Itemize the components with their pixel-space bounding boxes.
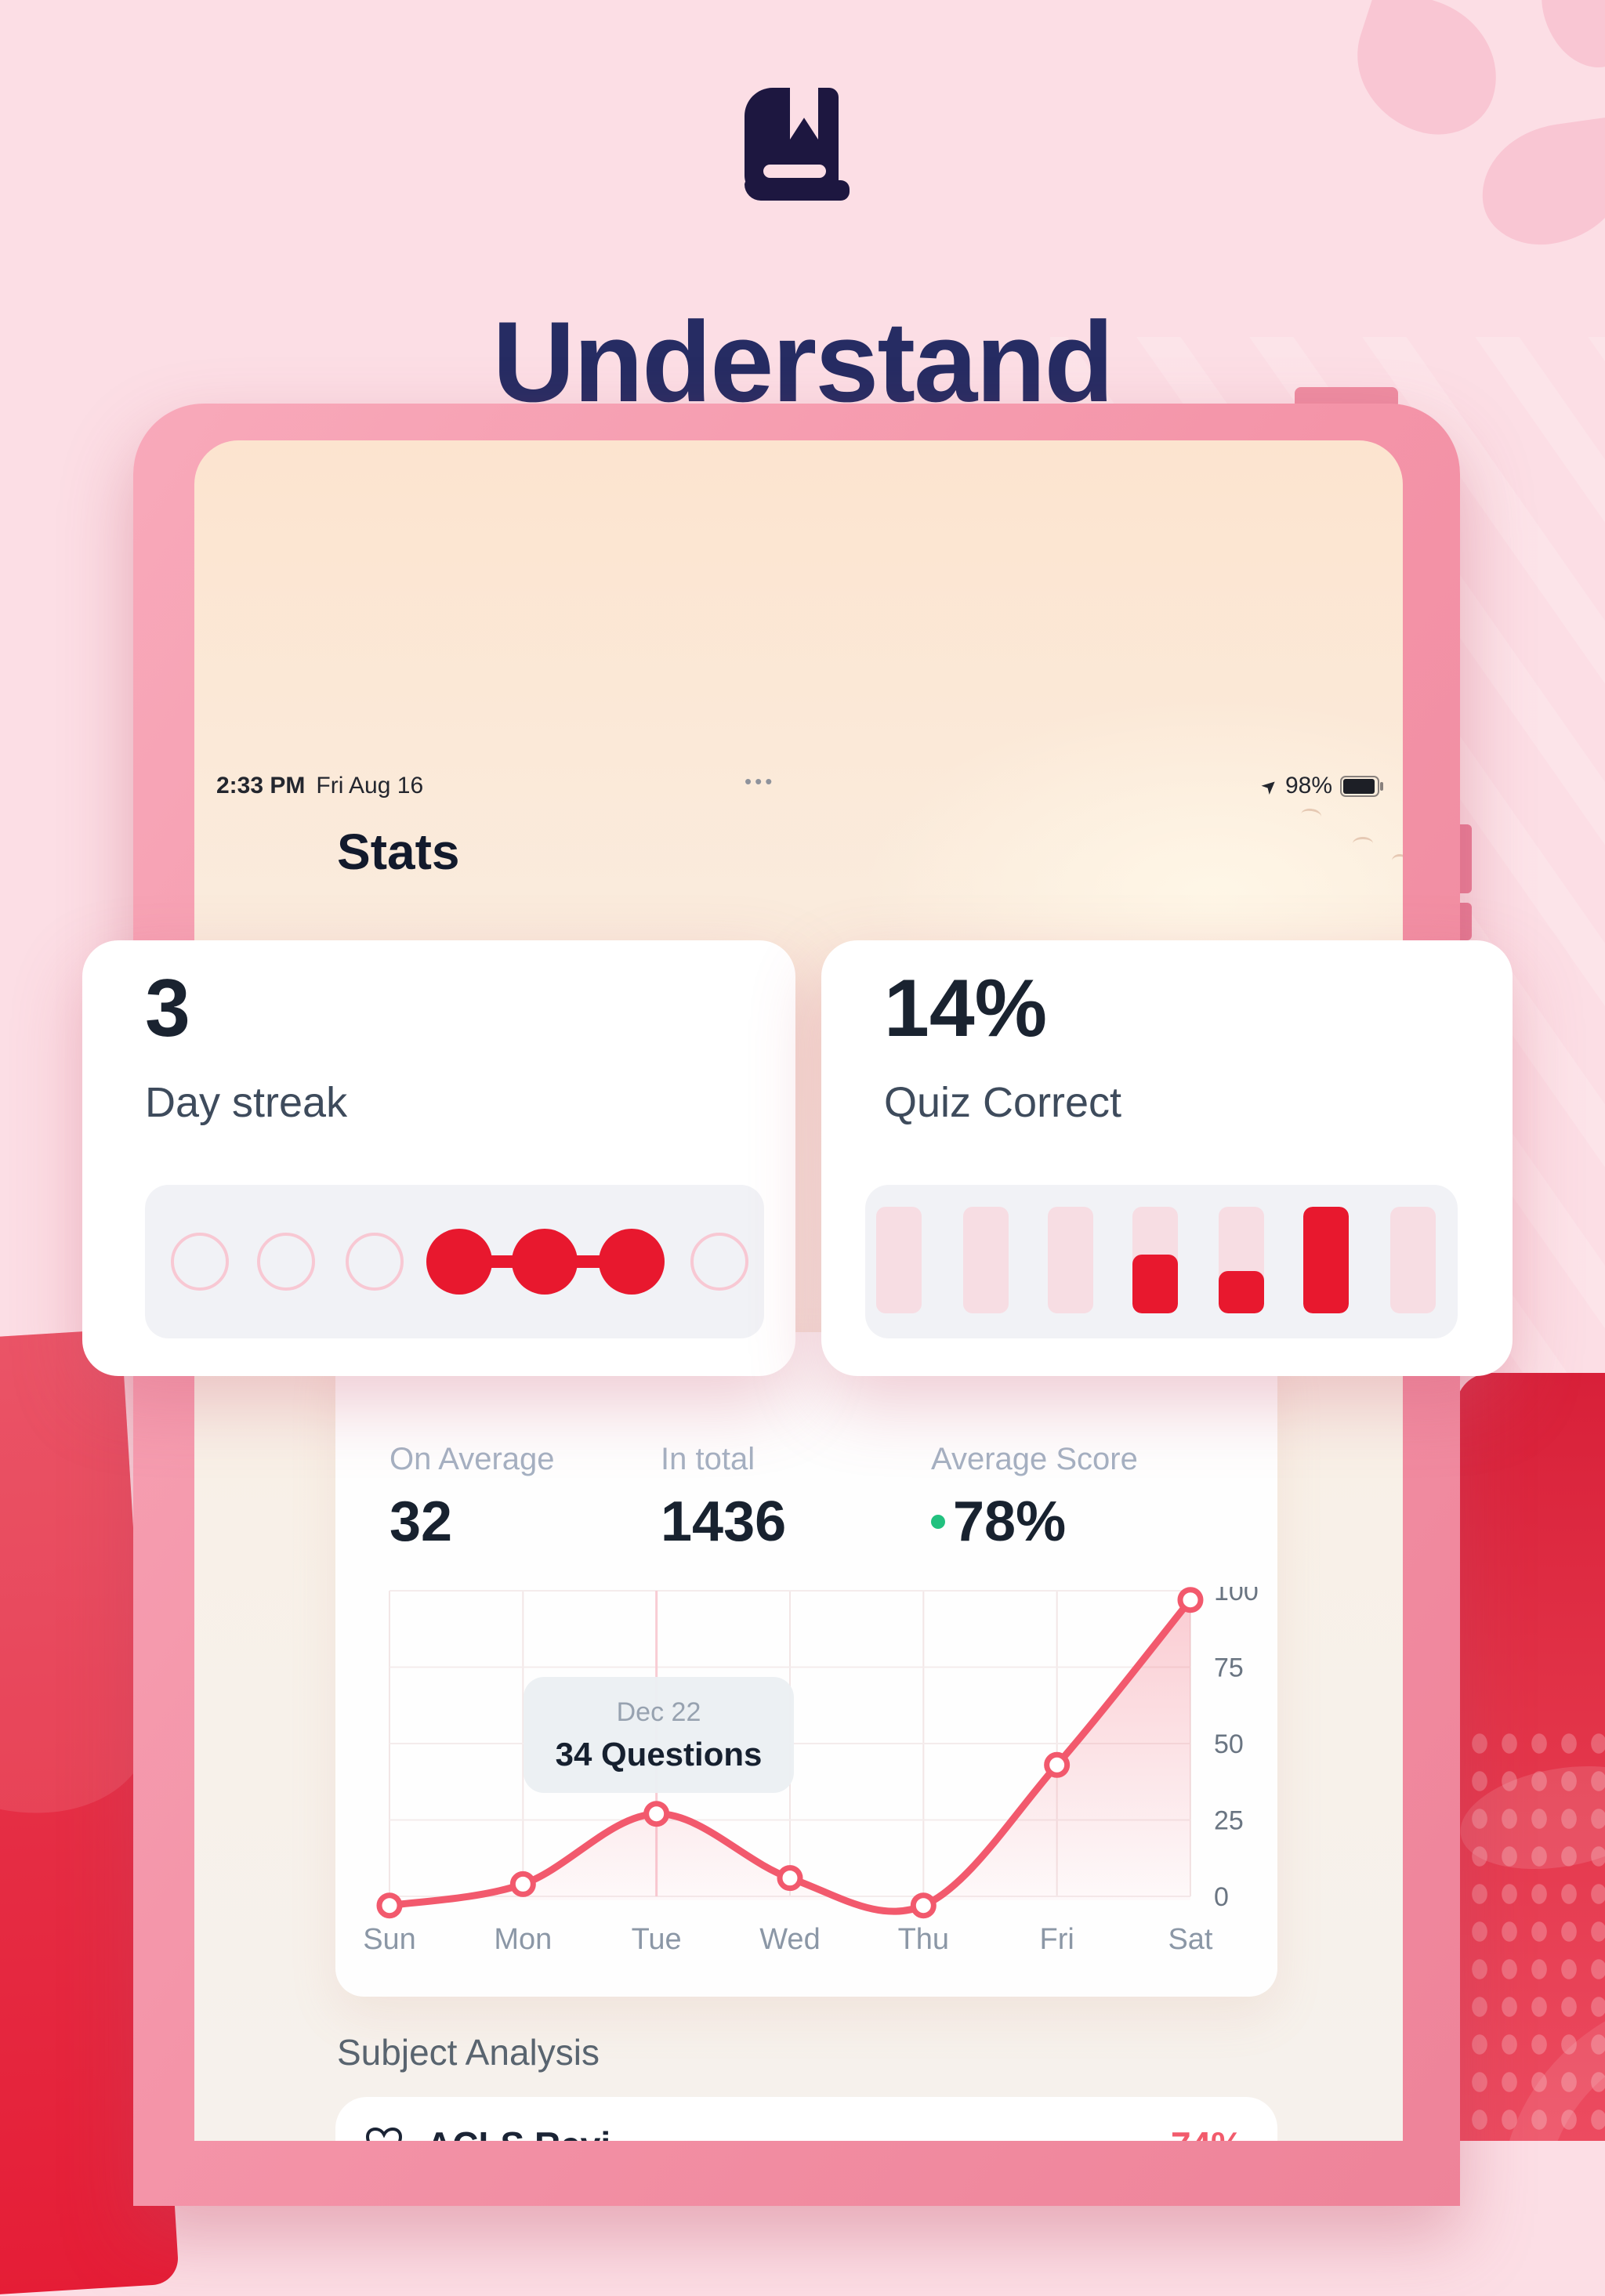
streak-value: 3 xyxy=(145,963,190,1054)
tooltip-value: 34 Questions xyxy=(555,1736,763,1773)
data-point-marker[interactable] xyxy=(1044,1751,1071,1778)
streak-day-dot-empty xyxy=(257,1233,315,1291)
status-bar: 2:33 PM Fri Aug 16 ••• ➤ 98% xyxy=(194,770,1403,804)
quiz-bar-track xyxy=(1048,1207,1093,1313)
x-axis-label: Tue xyxy=(632,1923,682,1956)
streak-day-dot-empty xyxy=(690,1233,748,1291)
green-dot-icon xyxy=(931,1515,945,1529)
bird-decoration xyxy=(1353,837,1373,850)
quiz-correct-card: 14% Quiz Correct xyxy=(821,940,1513,1376)
y-axis-tick: 100 xyxy=(1214,1587,1259,1606)
weekly-line-chart: 0 25 50 75 100 Sun Mon Tue Wed Thu Fri Sat Dec 22 3… xyxy=(360,1577,1285,1963)
stat-label: Average Score xyxy=(931,1442,1138,1476)
subject-title: ACLS Revi xyxy=(426,2124,610,2141)
book-page-slot xyxy=(763,165,826,178)
x-axis-label: Sun xyxy=(363,1923,416,1956)
page-title: Stats xyxy=(337,824,460,880)
stat-average-score: Average Score 78% xyxy=(931,1442,1138,1554)
stat-in-total: In total 1436 xyxy=(661,1442,786,1554)
quiz-bar-fill xyxy=(1132,1255,1178,1313)
quiz-bar-track xyxy=(963,1207,1009,1313)
streak-dots-panel xyxy=(145,1185,764,1338)
data-point-marker[interactable] xyxy=(376,1892,403,1919)
quiz-bar-track xyxy=(1219,1207,1264,1313)
quiz-value: 14% xyxy=(884,963,1048,1054)
x-axis-label: Sat xyxy=(1168,1923,1212,1956)
quiz-bar-track xyxy=(1132,1207,1178,1313)
data-point-marker[interactable] xyxy=(643,1801,670,1827)
subject-score: 74% xyxy=(1171,2124,1243,2141)
status-right-cluster: ➤ 98% xyxy=(1256,773,1383,799)
x-axis-label: Fri xyxy=(1039,1923,1074,1956)
stat-value: 32 xyxy=(389,1490,453,1553)
line-chart-area xyxy=(389,1599,1190,1912)
y-axis-tick: 0 xyxy=(1214,1882,1229,1912)
heart-icon xyxy=(365,2128,403,2141)
x-axis-label: Mon xyxy=(494,1923,552,1956)
quiz-label: Quiz Correct xyxy=(884,1079,1122,1126)
y-axis-tick: 75 xyxy=(1214,1653,1244,1683)
bird-decoration xyxy=(1392,854,1403,867)
status-time: 2:33 PM xyxy=(216,773,306,799)
status-time-date: 2:33 PM Fri Aug 16 xyxy=(216,773,423,799)
subject-analysis-heading: Subject Analysis xyxy=(337,2032,600,2073)
streak-day-dot-empty xyxy=(346,1233,404,1291)
day-streak-card: 3 Day streak xyxy=(82,940,795,1376)
quiz-bar-fill xyxy=(1303,1207,1349,1313)
streak-day-dot-empty xyxy=(171,1233,229,1291)
quiz-bar-track xyxy=(1390,1207,1436,1313)
battery-icon xyxy=(1340,775,1383,797)
quiz-bar-track xyxy=(876,1207,922,1313)
subject-row[interactable]: ACLS Revi 74% xyxy=(365,2124,1251,2141)
y-axis-tick: 50 xyxy=(1214,1729,1244,1759)
streak-day-dot-filled xyxy=(426,1229,492,1295)
book-cover-bottom xyxy=(745,180,850,201)
petal-decoration xyxy=(1473,115,1605,253)
book-icon xyxy=(745,88,850,230)
line-chart-svg: 0 25 50 75 100 Sun Mon Tue Wed Thu Fri Sat xyxy=(363,1577,1259,1956)
petal-decoration xyxy=(1517,0,1605,84)
data-point-marker[interactable] xyxy=(509,1870,536,1897)
streak-day-dot-filled xyxy=(599,1229,665,1295)
stat-label: In total xyxy=(661,1442,755,1476)
quiz-bar-track xyxy=(1303,1207,1349,1313)
red-panel-decoration-right xyxy=(1456,1373,1605,2141)
red-gloss xyxy=(0,1329,150,1819)
quiz-bars-panel xyxy=(865,1185,1458,1338)
subject-analysis-card[interactable]: ACLS Revi 74% xyxy=(335,2097,1277,2141)
stat-on-average: On Average 32 xyxy=(389,1442,555,1554)
streak-label: Day streak xyxy=(145,1079,348,1126)
status-menu-dots: ••• xyxy=(745,770,776,793)
tooltip-date: Dec 22 xyxy=(616,1697,701,1727)
battery-percent: 98% xyxy=(1284,773,1332,799)
data-point-marker[interactable] xyxy=(910,1892,937,1919)
data-point-marker[interactable] xyxy=(777,1865,803,1892)
chart-tooltip: Dec 22 34 Questions xyxy=(524,1677,794,1793)
y-axis-tick: 25 xyxy=(1214,1806,1244,1836)
stat-label: On Average xyxy=(389,1442,555,1476)
petal-decoration xyxy=(1338,0,1516,150)
streak-day-dot-filled xyxy=(512,1229,578,1295)
location-arrow-icon: ➤ xyxy=(1256,773,1283,799)
data-point-marker[interactable] xyxy=(1177,1587,1204,1613)
quiz-bar-fill xyxy=(1219,1271,1264,1313)
status-date: Fri Aug 16 xyxy=(316,773,424,799)
stat-value: 78% xyxy=(953,1490,1067,1553)
x-axis-label: Wed xyxy=(759,1923,820,1956)
x-axis-label: Thu xyxy=(898,1923,949,1956)
stat-value: 1436 xyxy=(661,1490,787,1553)
